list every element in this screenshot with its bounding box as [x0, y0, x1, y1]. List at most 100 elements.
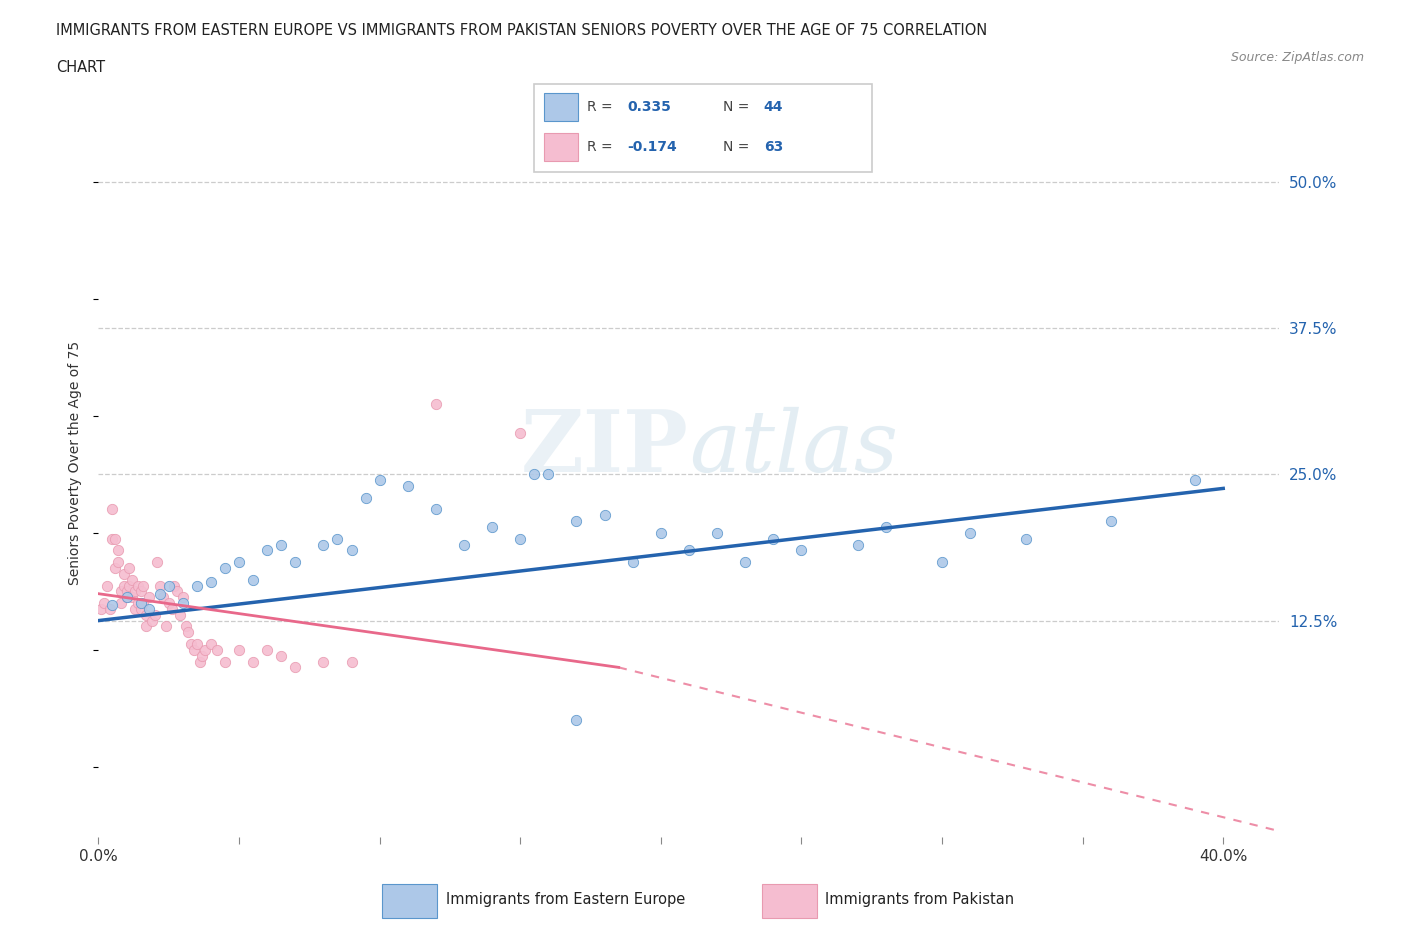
- Point: [270, 538, 292, 552]
- Point: [228, 554, 250, 569]
- Point: [129, 584, 152, 599]
- Point: [214, 654, 236, 669]
- Text: N =: N =: [723, 140, 754, 153]
- Point: [1015, 531, 1038, 546]
- Point: [174, 619, 197, 634]
- Point: [112, 578, 135, 593]
- Point: [121, 590, 143, 604]
- Point: [354, 490, 377, 505]
- Point: [188, 654, 211, 669]
- Point: [242, 572, 264, 587]
- Point: [107, 543, 129, 558]
- Point: [104, 531, 127, 546]
- Point: [959, 525, 981, 540]
- Point: [368, 472, 391, 487]
- Point: [90, 602, 112, 617]
- Point: [183, 643, 205, 658]
- Point: [124, 584, 146, 599]
- Point: [621, 554, 644, 569]
- Point: [191, 648, 214, 663]
- Point: [163, 578, 186, 593]
- Point: [312, 654, 335, 669]
- Point: [200, 575, 222, 590]
- Point: [118, 578, 141, 593]
- Point: [152, 590, 174, 604]
- Point: [155, 619, 177, 634]
- Text: -0.174: -0.174: [627, 140, 676, 153]
- Point: [228, 643, 250, 658]
- Point: [149, 578, 172, 593]
- Point: [93, 595, 115, 610]
- Point: [129, 595, 152, 610]
- Text: R =: R =: [586, 100, 617, 113]
- Point: [146, 554, 169, 569]
- Point: [138, 602, 160, 617]
- Point: [149, 586, 172, 601]
- Point: [214, 561, 236, 576]
- Point: [143, 607, 166, 622]
- Point: [110, 584, 132, 599]
- Point: [132, 595, 155, 610]
- Point: [157, 578, 180, 593]
- Point: [875, 520, 897, 535]
- Text: 0.335: 0.335: [627, 100, 671, 113]
- Point: [762, 531, 785, 546]
- Bar: [762, 884, 817, 918]
- Point: [129, 602, 152, 617]
- Point: [101, 598, 124, 613]
- Point: [172, 595, 194, 610]
- Point: [256, 543, 278, 558]
- Point: [326, 531, 349, 546]
- Text: IMMIGRANTS FROM EASTERN EUROPE VS IMMIGRANTS FROM PAKISTAN SENIORS POVERTY OVER : IMMIGRANTS FROM EASTERN EUROPE VS IMMIGR…: [56, 23, 987, 38]
- Point: [790, 543, 813, 558]
- Point: [931, 554, 953, 569]
- Point: [124, 602, 146, 617]
- Point: [112, 566, 135, 581]
- Point: [135, 619, 157, 634]
- Point: [425, 397, 447, 412]
- Text: CHART: CHART: [56, 60, 105, 75]
- Point: [121, 572, 143, 587]
- Point: [565, 513, 588, 528]
- Text: Source: ZipAtlas.com: Source: ZipAtlas.com: [1230, 51, 1364, 64]
- Point: [678, 543, 700, 558]
- Point: [706, 525, 728, 540]
- Point: [242, 654, 264, 669]
- Point: [177, 625, 200, 640]
- Point: [396, 479, 419, 494]
- Bar: [382, 884, 437, 918]
- Point: [101, 502, 124, 517]
- Point: [107, 554, 129, 569]
- Point: [157, 595, 180, 610]
- Point: [138, 590, 160, 604]
- Point: [593, 508, 616, 523]
- Point: [101, 531, 124, 546]
- Point: [186, 636, 208, 651]
- Point: [186, 578, 208, 593]
- Point: [312, 538, 335, 552]
- Point: [509, 531, 531, 546]
- Point: [104, 561, 127, 576]
- Point: [734, 554, 756, 569]
- Text: R =: R =: [586, 140, 617, 153]
- Point: [1184, 472, 1206, 487]
- Point: [110, 595, 132, 610]
- Point: [169, 607, 191, 622]
- Point: [565, 712, 588, 727]
- Point: [523, 467, 546, 482]
- Point: [194, 643, 217, 658]
- Point: [340, 654, 363, 669]
- Point: [115, 584, 138, 599]
- Point: [537, 467, 560, 482]
- Point: [200, 636, 222, 651]
- Text: 63: 63: [763, 140, 783, 153]
- Point: [127, 578, 149, 593]
- Point: [650, 525, 672, 540]
- Point: [127, 595, 149, 610]
- Bar: [544, 93, 578, 121]
- Text: Immigrants from Pakistan: Immigrants from Pakistan: [825, 892, 1015, 908]
- Point: [166, 584, 188, 599]
- Point: [135, 607, 157, 622]
- Y-axis label: Seniors Poverty Over the Age of 75: Seniors Poverty Over the Age of 75: [69, 340, 83, 585]
- Point: [481, 520, 503, 535]
